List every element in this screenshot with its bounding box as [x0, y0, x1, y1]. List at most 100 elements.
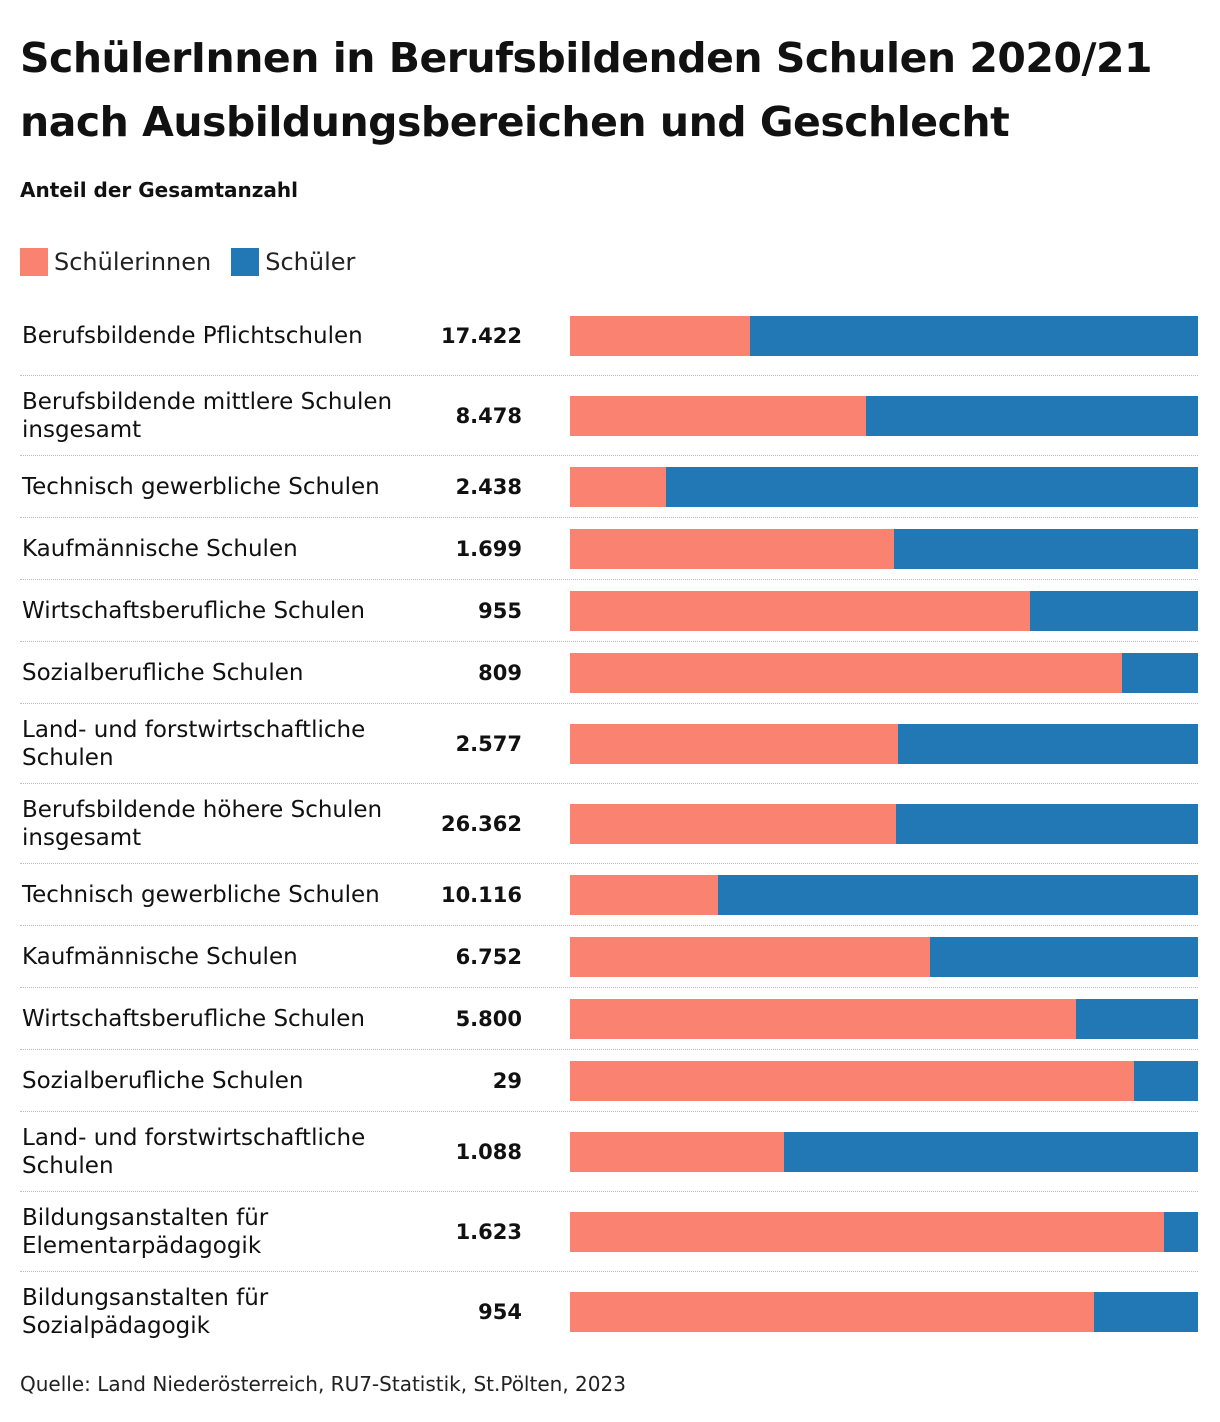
- bar-schueler: [897, 724, 1198, 764]
- chart-title: SchülerInnen in Berufsbildenden Schulen …: [20, 34, 1153, 146]
- row-separator: [20, 517, 1198, 518]
- category-label: Wirtschaftsberufliche Schulen: [22, 598, 365, 624]
- bar-schuelerinnen: [570, 1292, 1094, 1332]
- category-label: Land- und forstwirtschaftliche Schulen: [22, 1125, 366, 1179]
- row-separator: [20, 925, 1198, 926]
- bar-track: [570, 1292, 1198, 1332]
- legend-label-schuelerinnen: Schülerinnen: [54, 248, 212, 276]
- bar-schueler: [929, 937, 1198, 977]
- total-value: 809: [478, 661, 522, 685]
- bar-track: [570, 724, 1198, 764]
- bar-track: [570, 591, 1198, 631]
- source-note: Quelle: Land Niederösterreich, RU7-Stati…: [20, 1372, 626, 1396]
- bar-schuelerinnen: [570, 316, 751, 356]
- legend-swatch-schuelerinnen: [20, 248, 48, 276]
- bar-track: [570, 804, 1198, 844]
- category-label: Sozialberufliche Schulen: [22, 660, 304, 686]
- bar-schuelerinnen: [570, 724, 898, 764]
- bar-schuelerinnen: [570, 875, 719, 915]
- row-separator: [20, 1271, 1198, 1272]
- category-label: Technisch gewerbliche Schulen: [22, 882, 380, 908]
- legend-label-schueler: Schüler: [265, 248, 356, 276]
- total-value: 5.800: [455, 1007, 522, 1031]
- category-label: Berufsbildende höhere Schulen insgesamt: [22, 797, 383, 851]
- category-label: Kaufmännische Schulen: [22, 944, 298, 970]
- row-separator: [20, 579, 1198, 580]
- legend-swatch-schueler: [231, 248, 260, 276]
- bar-track: [570, 316, 1198, 356]
- bar-track: [570, 653, 1198, 693]
- row-separator: [20, 375, 1198, 376]
- category-label: Wirtschaftsberufliche Schulen: [22, 1006, 365, 1032]
- bar-schueler: [1076, 999, 1198, 1039]
- chart-subtitle: Anteil der Gesamtanzahl: [20, 178, 298, 202]
- bar-schuelerinnen: [570, 1132, 785, 1172]
- legend: Schülerinnen Schüler: [20, 248, 375, 276]
- bar-schueler: [666, 467, 1198, 507]
- row-separator: [20, 641, 1198, 642]
- total-value: 2.438: [455, 475, 522, 499]
- bar-schuelerinnen: [570, 653, 1122, 693]
- bar-schuelerinnen: [570, 1212, 1165, 1252]
- row-separator: [20, 1111, 1198, 1112]
- row-separator: [20, 455, 1198, 456]
- total-value: 10.116: [440, 883, 522, 907]
- category-label: Kaufmännische Schulen: [22, 536, 298, 562]
- total-value: 1.088: [455, 1140, 522, 1164]
- bar-track: [570, 937, 1198, 977]
- bar-schuelerinnen: [570, 591, 1031, 631]
- total-value: 955: [478, 599, 522, 623]
- bar-track: [570, 1061, 1198, 1101]
- row-separator: [20, 1191, 1198, 1192]
- total-value: 17.422: [440, 324, 522, 348]
- category-label: Bildungsanstalten für Sozialpädagogik: [22, 1285, 269, 1339]
- row-separator: [20, 863, 1198, 864]
- total-value: 1.699: [455, 537, 522, 561]
- bar-schuelerinnen: [570, 1061, 1134, 1101]
- total-value: 26.362: [440, 812, 522, 836]
- bar-track: [570, 1212, 1198, 1252]
- bar-schuelerinnen: [570, 396, 866, 436]
- bar-schueler: [1133, 1061, 1198, 1101]
- bar-schuelerinnen: [570, 999, 1077, 1039]
- row-separator: [20, 703, 1198, 704]
- total-value: 2.577: [455, 732, 522, 756]
- bar-schueler: [784, 1132, 1198, 1172]
- bar-track: [570, 1132, 1198, 1172]
- bar-schueler: [1122, 653, 1198, 693]
- bar-schueler: [1093, 1292, 1198, 1332]
- row-separator: [20, 987, 1198, 988]
- bar-track: [570, 999, 1198, 1039]
- bar-schuelerinnen: [570, 804, 896, 844]
- row-separator: [20, 783, 1198, 784]
- bar-schueler: [865, 396, 1198, 436]
- total-value: 954: [478, 1300, 522, 1324]
- category-label: Technisch gewerbliche Schulen: [22, 474, 380, 500]
- bar-schueler: [718, 875, 1198, 915]
- row-separator: [20, 1049, 1198, 1050]
- total-value: 29: [492, 1069, 522, 1093]
- bar-schueler: [895, 804, 1198, 844]
- bar-schueler: [750, 316, 1198, 356]
- bar-track: [570, 396, 1198, 436]
- bar-track: [570, 467, 1198, 507]
- bar-schuelerinnen: [570, 937, 930, 977]
- legend-item-schuelerinnen: Schülerinnen: [20, 248, 211, 276]
- category-label: Berufsbildende Pflichtschulen: [22, 323, 363, 349]
- category-label: Berufsbildende mittlere Schulen insgesam…: [22, 389, 393, 443]
- category-label: Sozialberufliche Schulen: [22, 1068, 304, 1094]
- bar-schuelerinnen: [570, 529, 895, 569]
- bar-track: [570, 875, 1198, 915]
- total-value: 8.478: [455, 404, 522, 428]
- bar-schueler: [894, 529, 1198, 569]
- bar-schueler: [1030, 591, 1198, 631]
- total-value: 1.623: [455, 1220, 522, 1244]
- bar-track: [570, 529, 1198, 569]
- total-value: 6.752: [455, 945, 522, 969]
- bar-schuelerinnen: [570, 467, 667, 507]
- category-label: Land- und forstwirtschaftliche Schulen: [22, 717, 366, 771]
- bar-schueler: [1164, 1212, 1198, 1252]
- category-label: Bildungsanstalten für Elementarpädagogik: [22, 1205, 269, 1259]
- legend-item-schueler: Schüler: [231, 248, 355, 276]
